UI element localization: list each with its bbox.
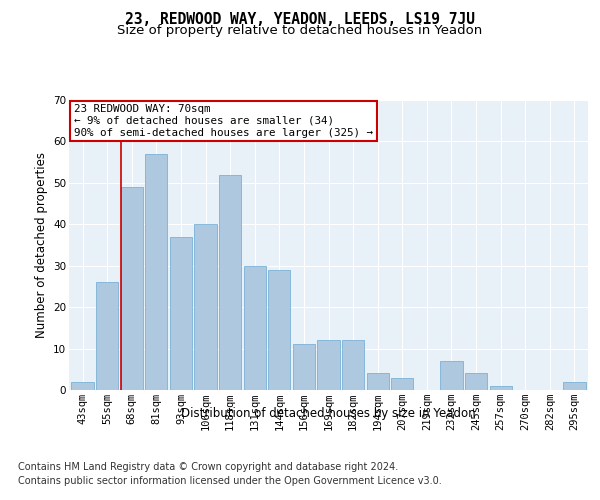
Bar	[71, 382, 94, 390]
Bar	[317, 340, 340, 390]
Bar	[342, 340, 364, 390]
Bar	[194, 224, 217, 390]
Bar	[367, 374, 389, 390]
Bar	[121, 187, 143, 390]
Bar	[465, 374, 487, 390]
Bar	[170, 236, 192, 390]
Bar	[268, 270, 290, 390]
Bar	[96, 282, 118, 390]
Text: Size of property relative to detached houses in Yeadon: Size of property relative to detached ho…	[118, 24, 482, 37]
Bar	[440, 361, 463, 390]
Bar	[563, 382, 586, 390]
Bar	[490, 386, 512, 390]
Text: Contains HM Land Registry data © Crown copyright and database right 2024.: Contains HM Land Registry data © Crown c…	[18, 462, 398, 472]
Text: 23 REDWOOD WAY: 70sqm
← 9% of detached houses are smaller (34)
90% of semi-detac: 23 REDWOOD WAY: 70sqm ← 9% of detached h…	[74, 104, 373, 138]
Bar	[293, 344, 315, 390]
Bar	[244, 266, 266, 390]
Bar	[391, 378, 413, 390]
Bar	[145, 154, 167, 390]
Text: Distribution of detached houses by size in Yeadon: Distribution of detached houses by size …	[181, 408, 476, 420]
Text: 23, REDWOOD WAY, YEADON, LEEDS, LS19 7JU: 23, REDWOOD WAY, YEADON, LEEDS, LS19 7JU	[125, 12, 475, 28]
Y-axis label: Number of detached properties: Number of detached properties	[35, 152, 47, 338]
Bar	[219, 174, 241, 390]
Text: Contains public sector information licensed under the Open Government Licence v3: Contains public sector information licen…	[18, 476, 442, 486]
